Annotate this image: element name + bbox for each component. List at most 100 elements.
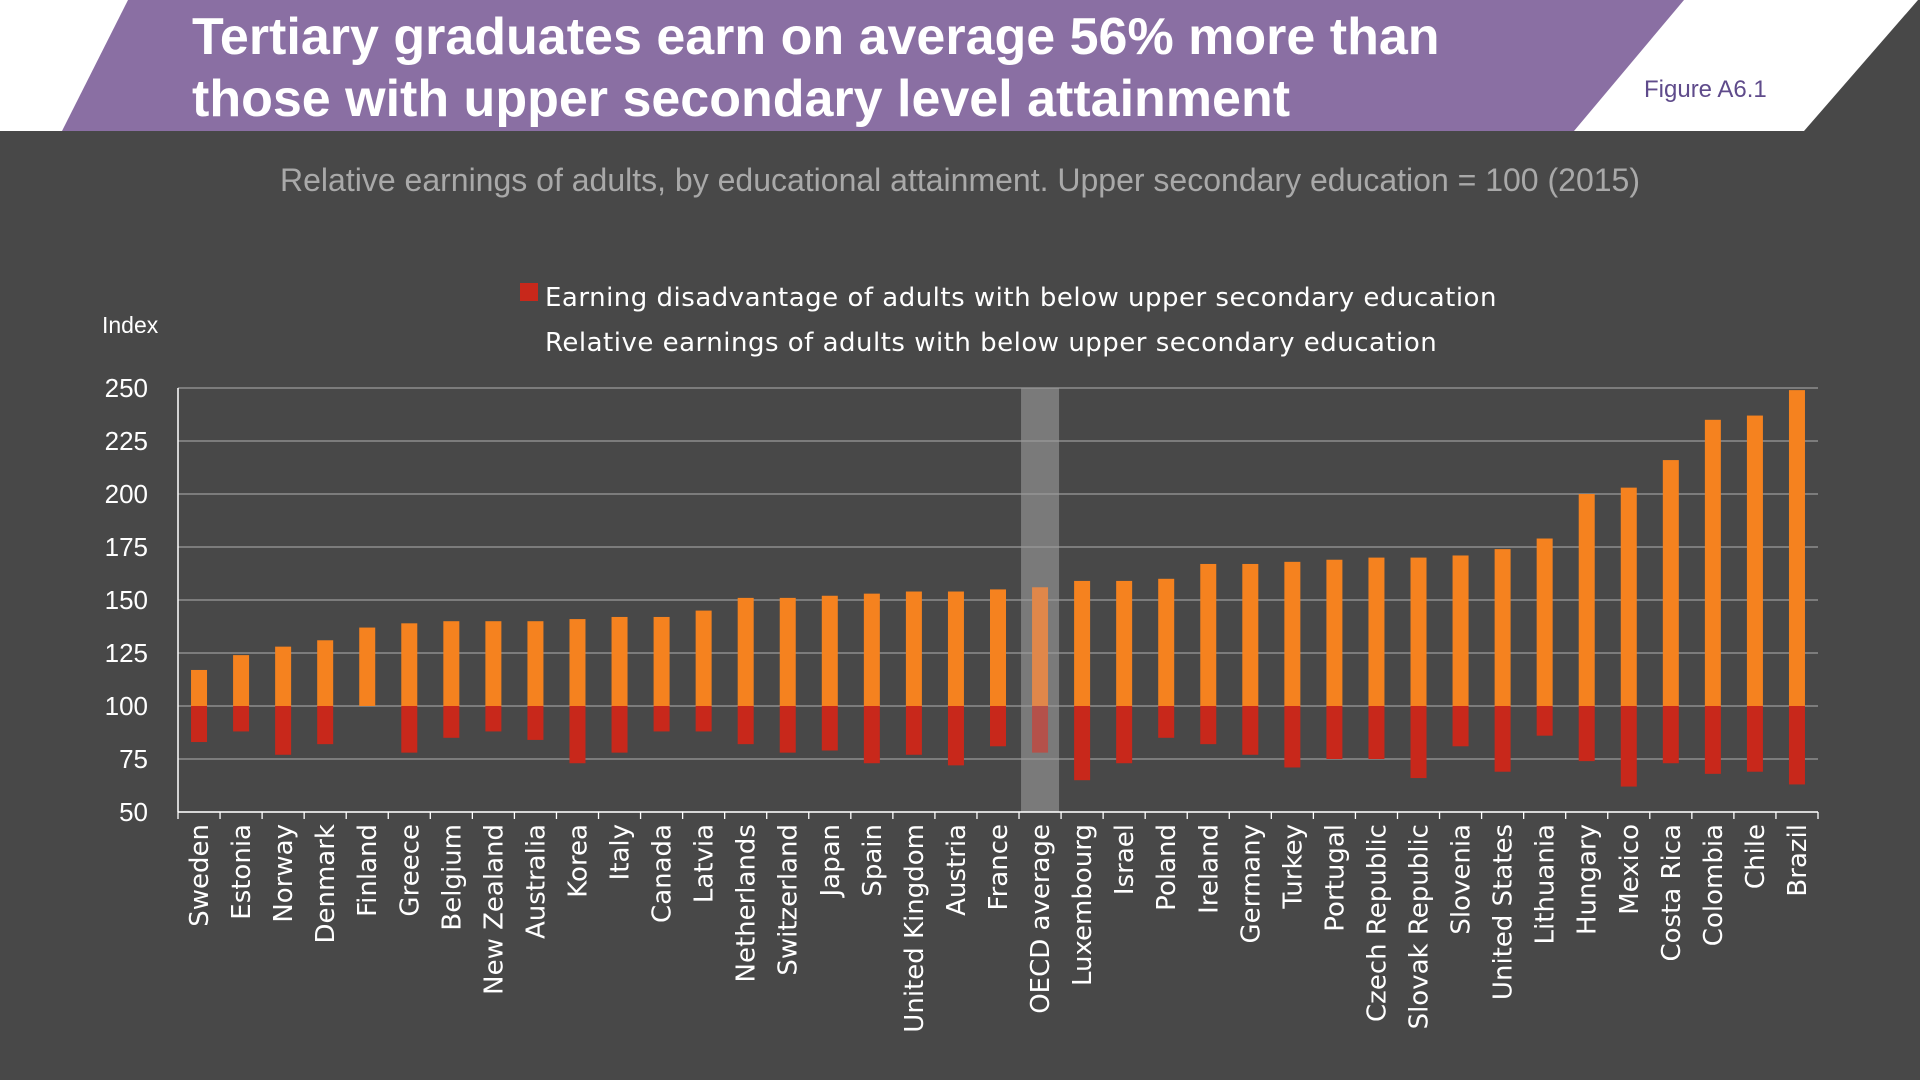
bar-disadvantage: [905, 706, 922, 755]
y-tick-label: 225: [105, 426, 148, 456]
y-tick-label: 100: [105, 691, 148, 721]
x-tick-label: Poland: [1152, 824, 1182, 911]
bar-disadvantage: [695, 706, 712, 732]
bar-disadvantage: [1368, 706, 1385, 759]
bar-tertiary: [821, 595, 838, 706]
x-tick-label: Costa Rica: [1657, 824, 1687, 962]
bar-disadvantage: [821, 706, 838, 751]
bar-disadvantage: [990, 706, 1006, 747]
bar-disadvantage: [1158, 706, 1175, 738]
legend-label-relative-earnings: Relative earnings of adults with below u…: [545, 328, 1438, 358]
bar-tertiary: [1032, 587, 1049, 706]
x-tick-label: France: [984, 824, 1014, 910]
bar-disadvantage: [653, 706, 670, 732]
x-tick-label: Ireland: [1194, 824, 1224, 914]
bar-tertiary: [191, 669, 208, 706]
bar-disadvantage: [947, 706, 964, 766]
bar-disadvantage: [401, 706, 418, 753]
figure-label: Figure A6.1: [1644, 76, 1767, 103]
bar-tertiary: [401, 623, 418, 706]
x-tick-label: Colombia: [1699, 824, 1729, 946]
x-tick-label: Greece: [395, 824, 425, 917]
legend-swatch-disadvantage: [520, 283, 538, 301]
bar-tertiary: [317, 640, 334, 706]
x-tick-label: Chile: [1741, 824, 1771, 889]
bar-disadvantage: [737, 706, 754, 745]
x-tick-label: Japan: [816, 824, 846, 899]
x-tick-label: Slovak Republic: [1405, 824, 1435, 1029]
x-tick-label: Mexico: [1615, 824, 1645, 915]
bar-tertiary: [527, 621, 544, 706]
bar-tertiary: [1494, 549, 1511, 706]
bar-tertiary: [1452, 555, 1469, 706]
bar-disadvantage: [191, 706, 208, 743]
x-tick-label: Czech Republic: [1362, 824, 1392, 1022]
bar-tertiary: [1200, 563, 1217, 706]
x-tick-label: United Kingdom: [900, 824, 930, 1033]
legend-label-disadvantage: Earning disadvantage of adults with belo…: [545, 283, 1497, 313]
bar-disadvantage: [1200, 706, 1217, 745]
bar-disadvantage: [527, 706, 544, 740]
x-tick-label: Portugal: [1320, 824, 1350, 932]
bar-tertiary: [1158, 578, 1175, 706]
x-tick-label: Finland: [353, 824, 383, 917]
x-tick-label: Brazil: [1783, 824, 1813, 897]
bar-tertiary: [233, 655, 250, 706]
bar-tertiary: [1368, 557, 1385, 706]
bar-tertiary: [947, 591, 964, 706]
x-tick-label: Austria: [942, 824, 972, 916]
bar-tertiary: [443, 621, 460, 706]
x-tick-label: Belgium: [437, 824, 467, 931]
header-dark-corner: [1804, 0, 1920, 131]
x-tick-label: Estonia: [227, 824, 257, 920]
x-tick-label: Germany: [1236, 824, 1266, 944]
x-tick-label: Canada: [648, 824, 678, 923]
bar-tertiary: [1284, 561, 1301, 706]
bar-tertiary: [1536, 538, 1553, 706]
bar-disadvantage: [233, 706, 250, 732]
bar-tertiary: [1746, 415, 1763, 706]
y-tick-label: 125: [105, 638, 148, 668]
x-tick-label: Lithuania: [1531, 824, 1561, 944]
bar-disadvantage: [317, 706, 334, 745]
bar-disadvantage: [1704, 706, 1721, 774]
title-banner: [62, 0, 1684, 131]
x-tick-label: Israel: [1110, 824, 1140, 895]
bar-disadvantage: [863, 706, 880, 764]
bar-disadvantage: [1284, 706, 1301, 768]
y-tick-label: 200: [105, 479, 148, 509]
bar-tertiary: [1410, 557, 1427, 706]
bar-tertiary: [1704, 419, 1721, 706]
bar-tertiary: [1242, 563, 1259, 706]
x-tick-label: Switzerland: [774, 824, 804, 976]
bar-disadvantage: [1536, 706, 1553, 736]
x-tick-label: Italy: [606, 824, 636, 880]
x-tick-label: Slovenia: [1447, 824, 1477, 935]
bar-tertiary: [990, 589, 1006, 706]
bar-tertiary: [737, 597, 754, 706]
x-tick-label: Denmark: [311, 824, 341, 944]
bar-disadvantage: [275, 706, 292, 755]
bar-tertiary: [485, 621, 502, 706]
bar-disadvantage: [569, 706, 586, 764]
bar-disadvantage: [1788, 706, 1805, 785]
y-tick-label: 75: [119, 744, 148, 774]
y-tick-label: 250: [105, 373, 148, 403]
bar-tertiary: [569, 619, 586, 706]
bar-tertiary: [1326, 559, 1343, 706]
bar-disadvantage: [1620, 706, 1637, 787]
bar-tertiary: [779, 597, 796, 706]
y-axis-unit: Index: [102, 312, 159, 338]
bar-disadvantage: [611, 706, 628, 753]
bar-disadvantage: [779, 706, 796, 753]
title-line-1: Tertiary graduates earn on average 56% m…: [192, 8, 1440, 66]
bar-tertiary: [1662, 460, 1679, 706]
x-tick-label: OECD average: [1026, 824, 1056, 1014]
bar-disadvantage: [1074, 706, 1091, 781]
bar-disadvantage: [1326, 706, 1343, 759]
x-tick-label: Netherlands: [732, 824, 762, 983]
x-tick-label: Turkey: [1278, 824, 1308, 910]
bar-disadvantage: [443, 706, 460, 738]
bar-disadvantage: [1494, 706, 1511, 772]
